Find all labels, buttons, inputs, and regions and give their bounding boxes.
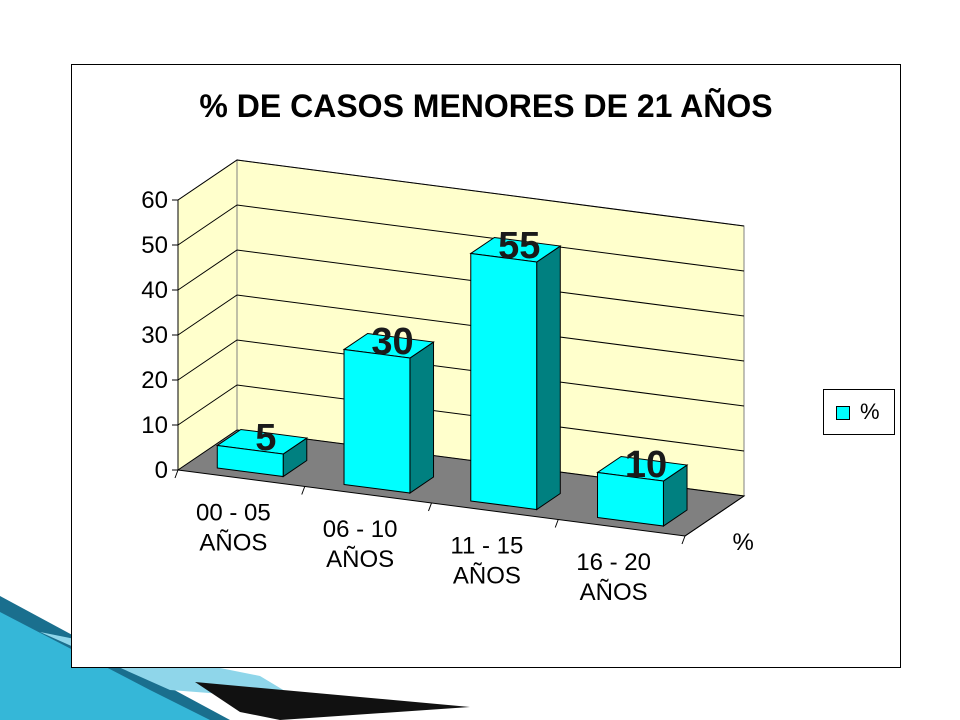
y-tick-label: 50 (141, 232, 168, 259)
bar (343, 348, 411, 494)
x-tick-label-line: AÑOS (580, 579, 648, 606)
depth-axis-label: % (733, 529, 754, 556)
y-tick-label: 20 (141, 367, 168, 394)
legend-label: % (860, 399, 880, 424)
gridline (177, 204, 745, 272)
data-label: 55 (498, 225, 540, 267)
x-tick-mark (174, 469, 179, 479)
y-tick-label: 0 (155, 457, 168, 484)
chart-title: % DE CASOS MENORES DE 21 AÑOS (199, 88, 773, 124)
x-tick-label-line: AÑOS (199, 529, 267, 556)
x-tick-mark (428, 502, 432, 512)
gridline (177, 294, 745, 362)
x-tick-label-line: 11 - 15 (450, 532, 523, 559)
decor-swoosh-light (0, 612, 210, 720)
x-tick-mark (554, 519, 559, 528)
x-tick-label: 16 - 20 AÑOS (576, 549, 651, 606)
x-tick-mark (681, 535, 686, 545)
gridline (177, 249, 745, 317)
bar (597, 471, 664, 527)
chart-legend: % (823, 389, 895, 435)
x-tick-label-line: 16 - 20 (576, 549, 651, 576)
gridline (177, 159, 745, 227)
data-label: 30 (371, 321, 413, 363)
bar (470, 252, 538, 511)
bar-side (409, 341, 435, 494)
decor-swoosh-shadow (195, 682, 470, 720)
bar-side (536, 245, 561, 511)
x-tick-label-line: AÑOS (326, 546, 394, 573)
x-tick-label: 06 - 10 AÑOS (323, 516, 398, 573)
x-tick-label: 00 - 05 AÑOS (196, 499, 271, 556)
data-label: 5 (255, 417, 276, 459)
y-tick-label: 10 (141, 412, 168, 439)
y-tick-label: 40 (141, 277, 168, 304)
gridline (177, 339, 745, 407)
x-tick-label: 11 - 15 AÑOS (450, 532, 523, 589)
x-tick-label-line: 00 - 05 (196, 499, 271, 526)
data-label: 10 (625, 444, 667, 486)
bar (216, 444, 284, 478)
legend-swatch (836, 406, 850, 420)
x-tick-label-line: AÑOS (453, 562, 521, 589)
y-tick-label: 60 (141, 187, 168, 214)
x-tick-label-line: 06 - 10 (323, 516, 398, 543)
gridline (177, 384, 745, 452)
x-tick-mark (301, 486, 306, 495)
y-tick-label: 30 (141, 322, 168, 349)
depth-axis-line (684, 495, 745, 537)
